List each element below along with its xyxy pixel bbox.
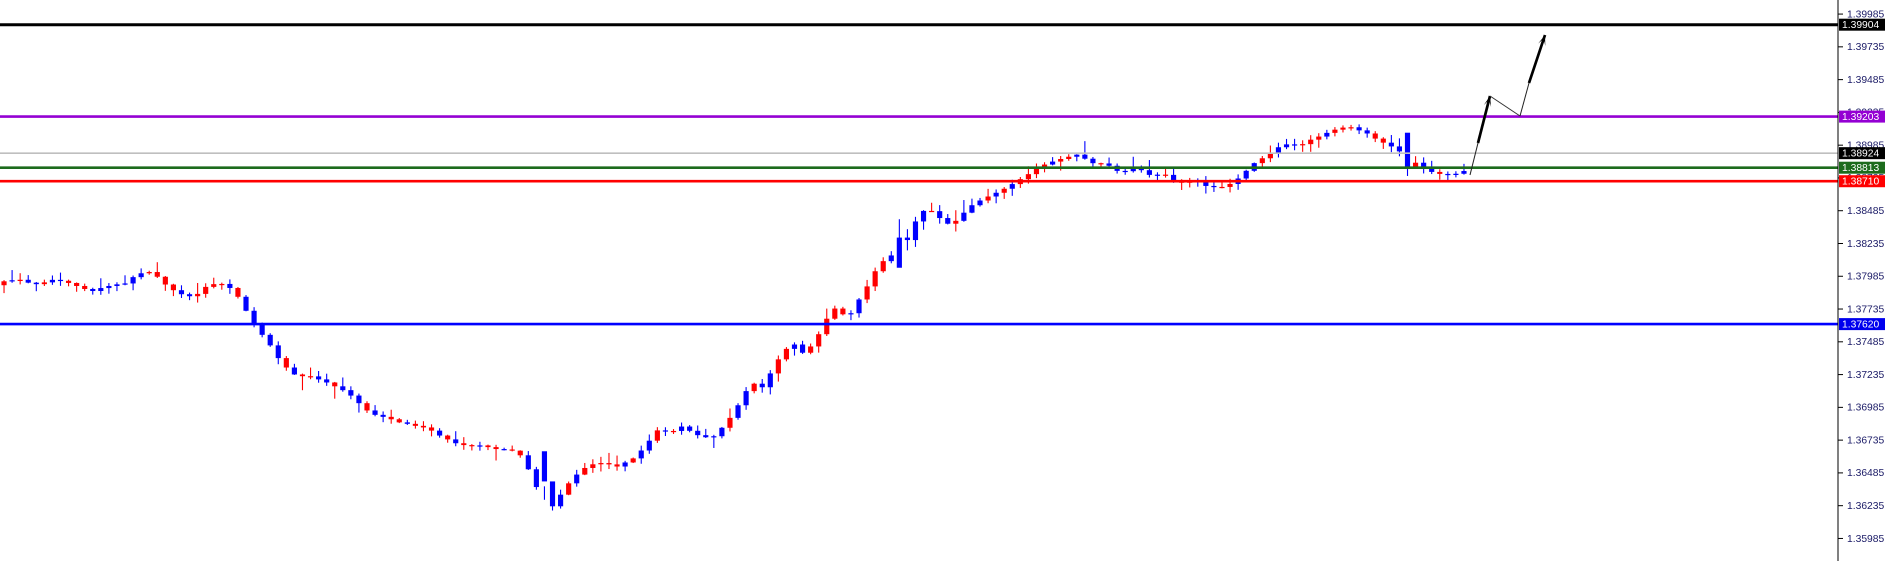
svg-text:1.37485: 1.37485 [1847, 337, 1884, 348]
svg-text:1.38813: 1.38813 [1842, 163, 1879, 174]
svg-text:1.37620: 1.37620 [1842, 319, 1879, 330]
svg-text:1.38485: 1.38485 [1847, 206, 1884, 217]
svg-text:1.38235: 1.38235 [1847, 239, 1884, 250]
svg-text:1.39735: 1.39735 [1847, 42, 1884, 53]
svg-text:1.35985: 1.35985 [1847, 534, 1884, 545]
svg-text:1.39203: 1.39203 [1842, 112, 1879, 123]
svg-text:1.36735: 1.36735 [1847, 435, 1884, 446]
svg-text:1.38924: 1.38924 [1842, 148, 1879, 159]
svg-text:1.37985: 1.37985 [1847, 272, 1884, 283]
svg-text:1.37235: 1.37235 [1847, 370, 1884, 381]
svg-text:1.39485: 1.39485 [1847, 75, 1884, 86]
svg-text:1.36235: 1.36235 [1847, 501, 1884, 512]
svg-text:1.36985: 1.36985 [1847, 403, 1884, 414]
svg-text:1.36485: 1.36485 [1847, 468, 1884, 479]
svg-text:1.37735: 1.37735 [1847, 304, 1884, 315]
svg-text:1.39904: 1.39904 [1842, 20, 1879, 31]
svg-text:1.38710: 1.38710 [1842, 177, 1879, 188]
